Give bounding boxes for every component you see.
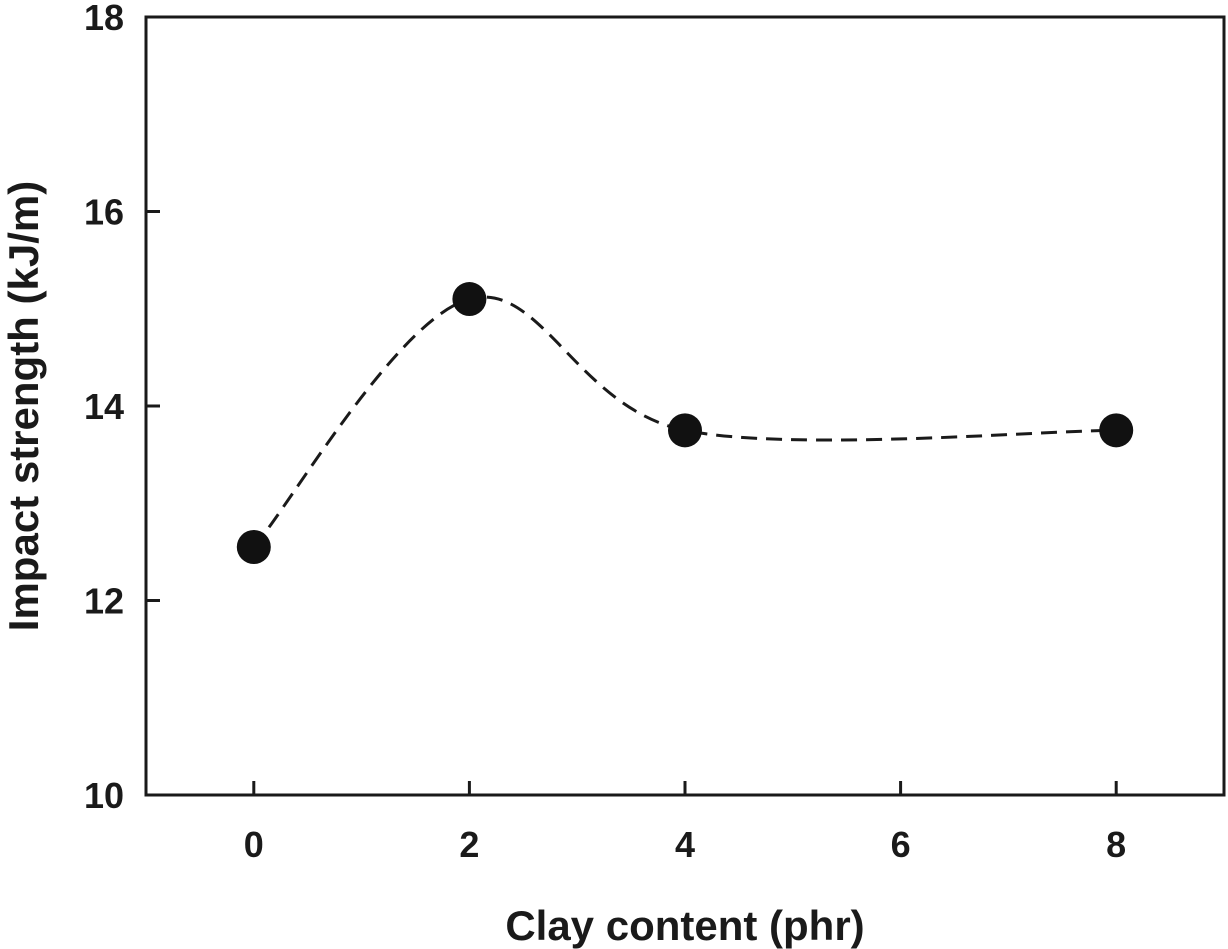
y-axis-ticks [146, 15, 160, 797]
x-axis-ticks [252, 781, 1118, 795]
x-tick-label: 2 [459, 824, 479, 865]
x-tick-label: 4 [675, 824, 695, 865]
y-tick-label: 10 [84, 775, 124, 816]
plot-frame [144, 15, 1226, 797]
trend-curve [252, 295, 1117, 548]
y-axis-tick-labels: 10 12 14 16 18 [84, 0, 124, 816]
y-axis-title: Impact strength (kJ/m) [0, 181, 47, 631]
data-points [236, 282, 1134, 565]
x-tick-label: 8 [1106, 824, 1126, 865]
data-point [1099, 413, 1134, 448]
x-tick-label: 6 [891, 824, 911, 865]
y-tick-label: 14 [84, 386, 124, 427]
x-axis-tick-labels: 0 2 4 6 8 [244, 824, 1126, 865]
y-tick-label: 12 [84, 581, 124, 622]
data-point [452, 282, 487, 317]
data-point [236, 530, 271, 565]
y-tick-label: 18 [84, 0, 124, 38]
x-axis-title: Clay content (phr) [505, 902, 864, 949]
x-tick-label: 0 [244, 824, 264, 865]
y-tick-label: 16 [84, 192, 124, 233]
data-point [668, 413, 702, 448]
